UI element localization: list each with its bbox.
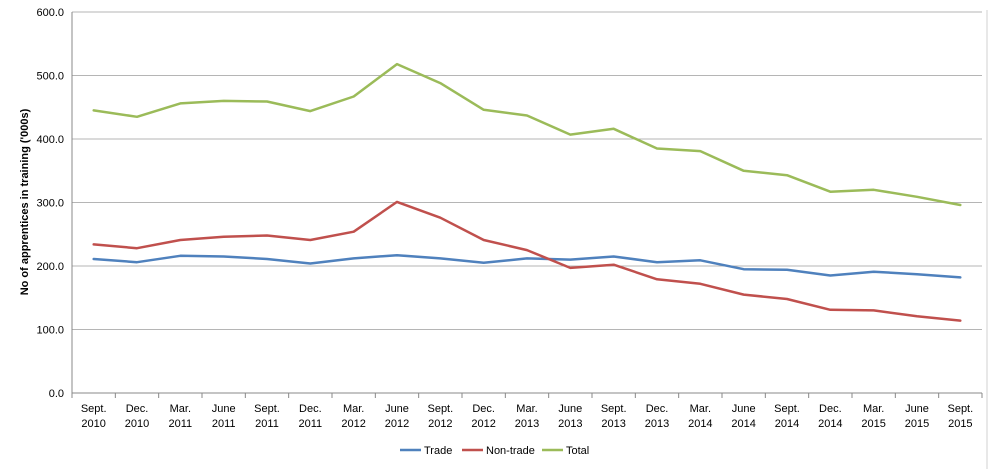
y-tick-label: 600.0 [36,7,64,19]
x-tick-label: Sept. [254,403,280,415]
x-tick-label: 2014 [688,418,712,430]
x-tick-label: June [385,403,409,415]
y-tick-label: 0.0 [49,388,64,400]
series-line-non-trade [92,200,962,322]
x-tick-label: Sept. [601,403,627,415]
x-tick-label: Mar. [343,403,364,415]
x-tick-label: 2012 [385,418,409,430]
x-tick-label: 2014 [818,418,842,430]
x-tick-label: June [212,403,236,415]
series-line-trade [92,253,962,279]
x-tick-label: 2011 [299,418,323,430]
x-tick-label: 2015 [861,418,885,430]
x-tick-label: 2015 [905,418,929,430]
y-tick-label: 500.0 [36,71,64,83]
x-tick-label: June [732,403,756,415]
x-tick-label: June [558,403,582,415]
series-line-total [92,62,962,207]
x-tick-label: Sept. [947,403,973,415]
x-tick-label: Dec. [646,403,669,415]
y-tick-label: 400.0 [36,134,64,146]
x-tick-label: 2014 [775,418,799,430]
y-axis: 0.0 100.0 200.0 300.0 400.0 500.0 600.0 [36,7,73,400]
x-tick-label: 2010 [81,418,105,430]
x-axis: Sept. 2010 Dec. 2010 Mar. 2011 June 2011 Sept. 20… [71,392,983,430]
x-tick-label: Dec. [819,403,842,415]
x-tick-label: 2011 [212,418,236,430]
x-tick-label: Mar. [516,403,537,415]
y-tick-label: 100.0 [36,325,64,337]
x-tick-label: 2011 [169,418,193,430]
x-tick-label: 2013 [601,418,625,430]
x-tick-label: Sept. [774,403,800,415]
legend-label-total: Total [566,445,589,457]
x-tick-label: 2014 [731,418,755,430]
x-tick-label: Dec. [299,403,322,415]
x-tick-label: Mar. [863,403,884,415]
series-lines [92,62,962,322]
y-tick-label: 200.0 [36,261,64,273]
x-tick-label: Dec. [126,403,149,415]
x-tick-label: Mar. [170,403,191,415]
x-tick-label: 2012 [341,418,365,430]
y-axis-label: No of apprentices in training ('000s) [19,108,31,295]
x-tick-label: Sept. [81,403,107,415]
x-tick-label: 2010 [125,418,149,430]
legend: Trade Non-trade Total [400,445,589,457]
x-tick-label: Dec. [472,403,495,415]
x-tick-label: Mar. [690,403,711,415]
x-tick-label: 2012 [428,418,452,430]
x-tick-label: 2011 [255,418,279,430]
legend-label-non-trade: Non-trade [486,445,535,457]
legend-label-trade: Trade [424,445,452,457]
x-tick-label: 2013 [515,418,539,430]
x-tick-label: 2015 [948,418,972,430]
gridlines [72,11,982,330]
x-tick-label: 2013 [645,418,669,430]
x-tick-label: 2012 [471,418,495,430]
x-tick-label: Sept. [427,403,453,415]
x-tick-label: June [905,403,929,415]
y-tick-label: 300.0 [36,198,64,210]
x-tick-label: 2013 [558,418,582,430]
